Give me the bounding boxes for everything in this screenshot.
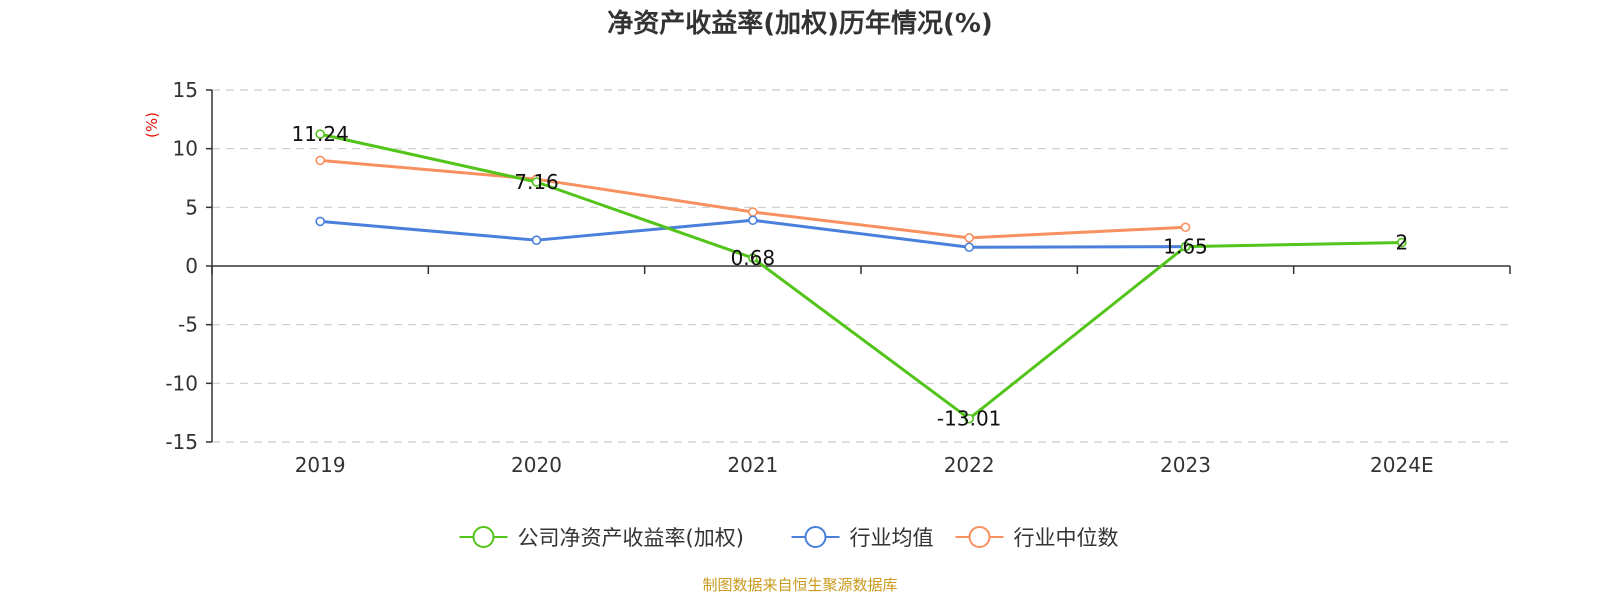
legend-marker <box>472 526 495 548</box>
legend-label: 行业中位数 <box>1014 526 1119 550</box>
data-point <box>748 207 758 217</box>
data-label: 2 <box>1395 231 1408 255</box>
data-label: 1.65 <box>1163 235 1208 259</box>
source-note: 制图数据来自恒生聚源数据库 <box>702 576 897 594</box>
legend[interactable]: 公司净资产收益率(加权) 行业均值 行业中位数 <box>459 526 1119 550</box>
y-tick-label: -10 <box>165 371 198 395</box>
series-line <box>319 132 1402 421</box>
grid-lines <box>212 89 1510 443</box>
data-point <box>748 253 758 263</box>
data-label: -13.01 <box>937 407 1001 431</box>
x-tick-label: 2023 <box>1160 453 1211 477</box>
y-tick-label: -15 <box>165 430 198 454</box>
legend-item[interactable]: 行业均值 <box>791 526 934 550</box>
x-tick-label: 2024E <box>1370 453 1434 477</box>
data-labels: 11.24 7.16 0.68 -13.01 1.65 2 <box>292 122 1409 431</box>
data-point <box>964 233 974 243</box>
data-point <box>531 177 542 187</box>
x-tick-label: 2021 <box>727 453 778 477</box>
data-point <box>964 413 974 424</box>
x-tick-label: 2019 <box>295 453 346 477</box>
data-point <box>1180 222 1191 233</box>
data-label: 7.16 <box>514 170 559 194</box>
y-axis-label: (%) <box>143 112 161 138</box>
legend-marker <box>804 526 827 548</box>
legend-label: 公司净资产收益率(加权) <box>518 526 744 550</box>
data-point <box>964 242 974 253</box>
data-point <box>1397 237 1407 248</box>
y-tick-label: 0 <box>185 254 198 278</box>
data-point <box>315 155 325 166</box>
data-point <box>315 129 325 139</box>
data-label: 0.68 <box>731 246 776 270</box>
legend-item[interactable]: 行业中位数 <box>955 526 1119 550</box>
y-tick-label: 10 <box>173 137 198 161</box>
y-tick-label: 5 <box>185 195 198 219</box>
y-tick-label: -5 <box>178 313 198 337</box>
x-tick-label: 2020 <box>511 453 562 477</box>
y-tick-label: 15 <box>173 78 198 102</box>
legend-label: 行业均值 <box>850 526 934 550</box>
data-label: 11.24 <box>292 122 349 146</box>
data-point <box>1180 241 1191 252</box>
legend-item[interactable]: 公司净资产收益率(加权) <box>459 526 744 550</box>
series-group <box>315 129 1407 424</box>
legend-marker <box>968 526 991 548</box>
x-tick-label: 2022 <box>944 453 995 477</box>
x-axis-ticks: 2019 2020 2021 2022 2023 2024E <box>211 266 1511 477</box>
series-line <box>320 158 1186 240</box>
chart-title: 净资产收益率(加权)历年情况(%) <box>607 8 993 39</box>
data-point <box>748 215 758 226</box>
y-axis-ticks: 15 10 5 0 -5 -10 -15 <box>165 78 212 454</box>
data-point <box>315 216 325 227</box>
data-point <box>531 235 542 245</box>
